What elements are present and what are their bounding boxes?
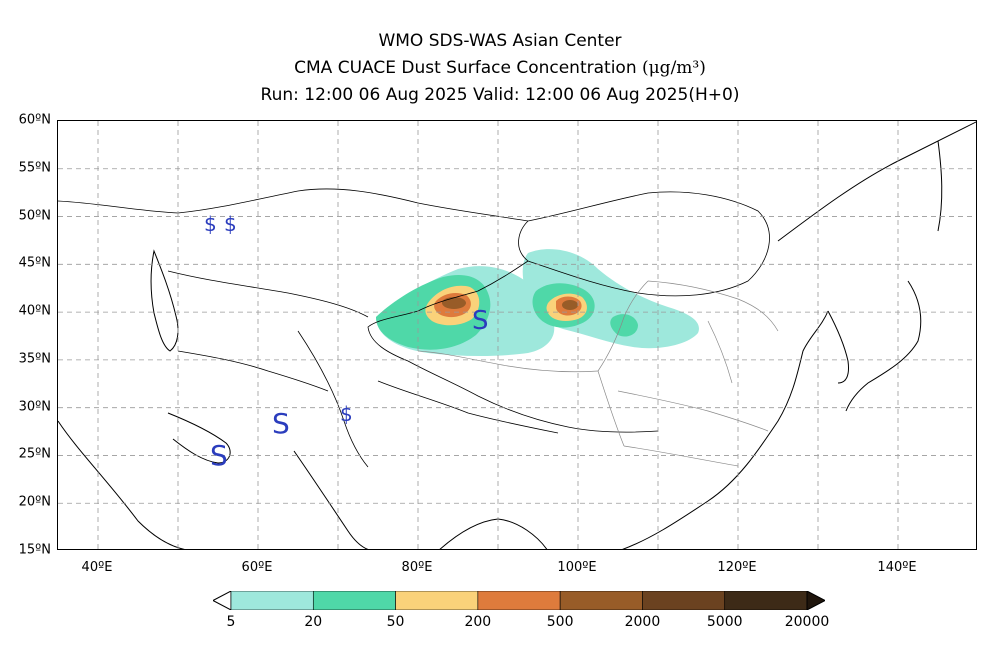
sandstorm-symbol: S — [472, 306, 489, 336]
lon-label-140e: 140ºE — [877, 560, 917, 575]
lat-label-35n: 35ºN — [18, 351, 51, 367]
colorbar-cell — [312, 591, 396, 610]
coastline-korea — [827, 310, 849, 384]
dust-field-500-west — [442, 297, 466, 309]
coastline-bay-of-bengal — [439, 518, 548, 549]
province-borders — [417, 280, 779, 467]
lon-label-80e: 80ºE — [401, 560, 433, 575]
province-border-inner-mongolia — [647, 280, 779, 332]
coastline-indian-subcontinent — [293, 450, 369, 549]
lat-label-40n: 40ºN — [18, 303, 51, 319]
colorbar — [213, 591, 825, 610]
dust-field-20-gansu — [610, 314, 638, 337]
station-symbols: $ $ $ S S S — [204, 212, 489, 472]
dust-station-symbol: $ — [340, 402, 353, 426]
dust-station-symbol: $ — [204, 212, 217, 236]
colorbar-cell — [724, 591, 808, 610]
colorbar-label: 2000 — [624, 614, 661, 630]
province-border-hebei — [707, 320, 733, 384]
coastline-sakhalin — [937, 140, 943, 232]
sandstorm-symbol: S — [272, 407, 290, 440]
border-himalaya — [377, 380, 559, 434]
colorbar-label: 20000 — [784, 614, 830, 630]
colorbar-cell — [477, 591, 561, 610]
lon-label-40e: 40ºE — [81, 560, 113, 575]
colorbar-label: 200 — [464, 614, 492, 630]
coastline-caspian — [150, 249, 179, 352]
lon-label-120e: 120ºE — [717, 560, 757, 575]
lon-label-100e: 100ºE — [557, 560, 597, 575]
province-border-xinjiang-tibet — [417, 350, 599, 373]
colorbar-label: 20 — [304, 614, 323, 630]
colorbar-over-arrow — [806, 591, 825, 610]
border-china-west — [367, 260, 659, 433]
border-russia-kazakhstan — [58, 188, 529, 222]
border-mongolia — [518, 191, 770, 297]
lat-label-20n: 20ºN — [18, 494, 51, 510]
border-iran-afghanistan — [177, 350, 329, 392]
coastline-china-east — [622, 310, 829, 549]
lat-label-45n: 45ºN — [18, 255, 51, 271]
border-central-asia — [167, 270, 369, 318]
map-canvas: $ $ $ S S S — [57, 120, 977, 550]
colorbar-label: 5000 — [706, 614, 743, 630]
lat-label-15n: 15ºN — [18, 542, 51, 558]
map-subtitle: CMA CUACE Dust Surface Concentration (μg… — [0, 58, 1000, 78]
run-valid-time: Run: 12:00 06 Aug 2025 Valid: 12:00 06 A… — [260, 85, 740, 105]
colorbar-cell — [559, 591, 643, 610]
province-border-sichuan — [597, 370, 625, 447]
map-svg: $ $ $ S S S — [58, 121, 976, 549]
subtitle-text: CMA CUACE Dust Surface Concentration — [294, 58, 637, 78]
colorbar-cell — [230, 591, 314, 610]
colorbar-label: 500 — [546, 614, 574, 630]
coastlines — [58, 121, 976, 549]
coastline-far-east — [777, 121, 976, 242]
dust-field-500-east — [562, 300, 578, 310]
province-border-central-china — [617, 390, 769, 432]
lat-label-50n: 50ºN — [18, 208, 51, 224]
subtitle-unit: (μg/m³) — [642, 58, 706, 78]
country-borders — [58, 188, 770, 468]
dust-fields — [376, 249, 699, 356]
colorbar-label: 50 — [386, 614, 405, 630]
border-pakistan-india — [297, 330, 369, 468]
lat-label-55n: 55ºN — [18, 160, 51, 176]
gridlines — [58, 121, 976, 549]
lat-label-60n: 60ºN — [18, 112, 51, 128]
province-border-south-china — [623, 445, 739, 467]
coastline-arabian-peninsula — [58, 420, 185, 549]
colorbar-cell — [395, 591, 479, 610]
province-border-qinghai-gansu — [597, 280, 649, 372]
sandstorm-symbol: S — [210, 439, 228, 472]
map-title: WMO SDS-WAS Asian Center — [378, 31, 622, 51]
lat-label-30n: 30ºN — [18, 399, 51, 415]
coastline-japan — [845, 280, 922, 412]
colorbar-label: 5 — [226, 614, 236, 630]
lon-label-60e: 60ºE — [241, 560, 273, 575]
lat-label-25n: 25ºN — [18, 446, 51, 462]
colorbar-under-arrow — [213, 591, 232, 610]
colorbar-cell — [642, 591, 726, 610]
colorbar-cells — [230, 591, 808, 610]
dust-station-symbol: $ — [224, 212, 237, 236]
